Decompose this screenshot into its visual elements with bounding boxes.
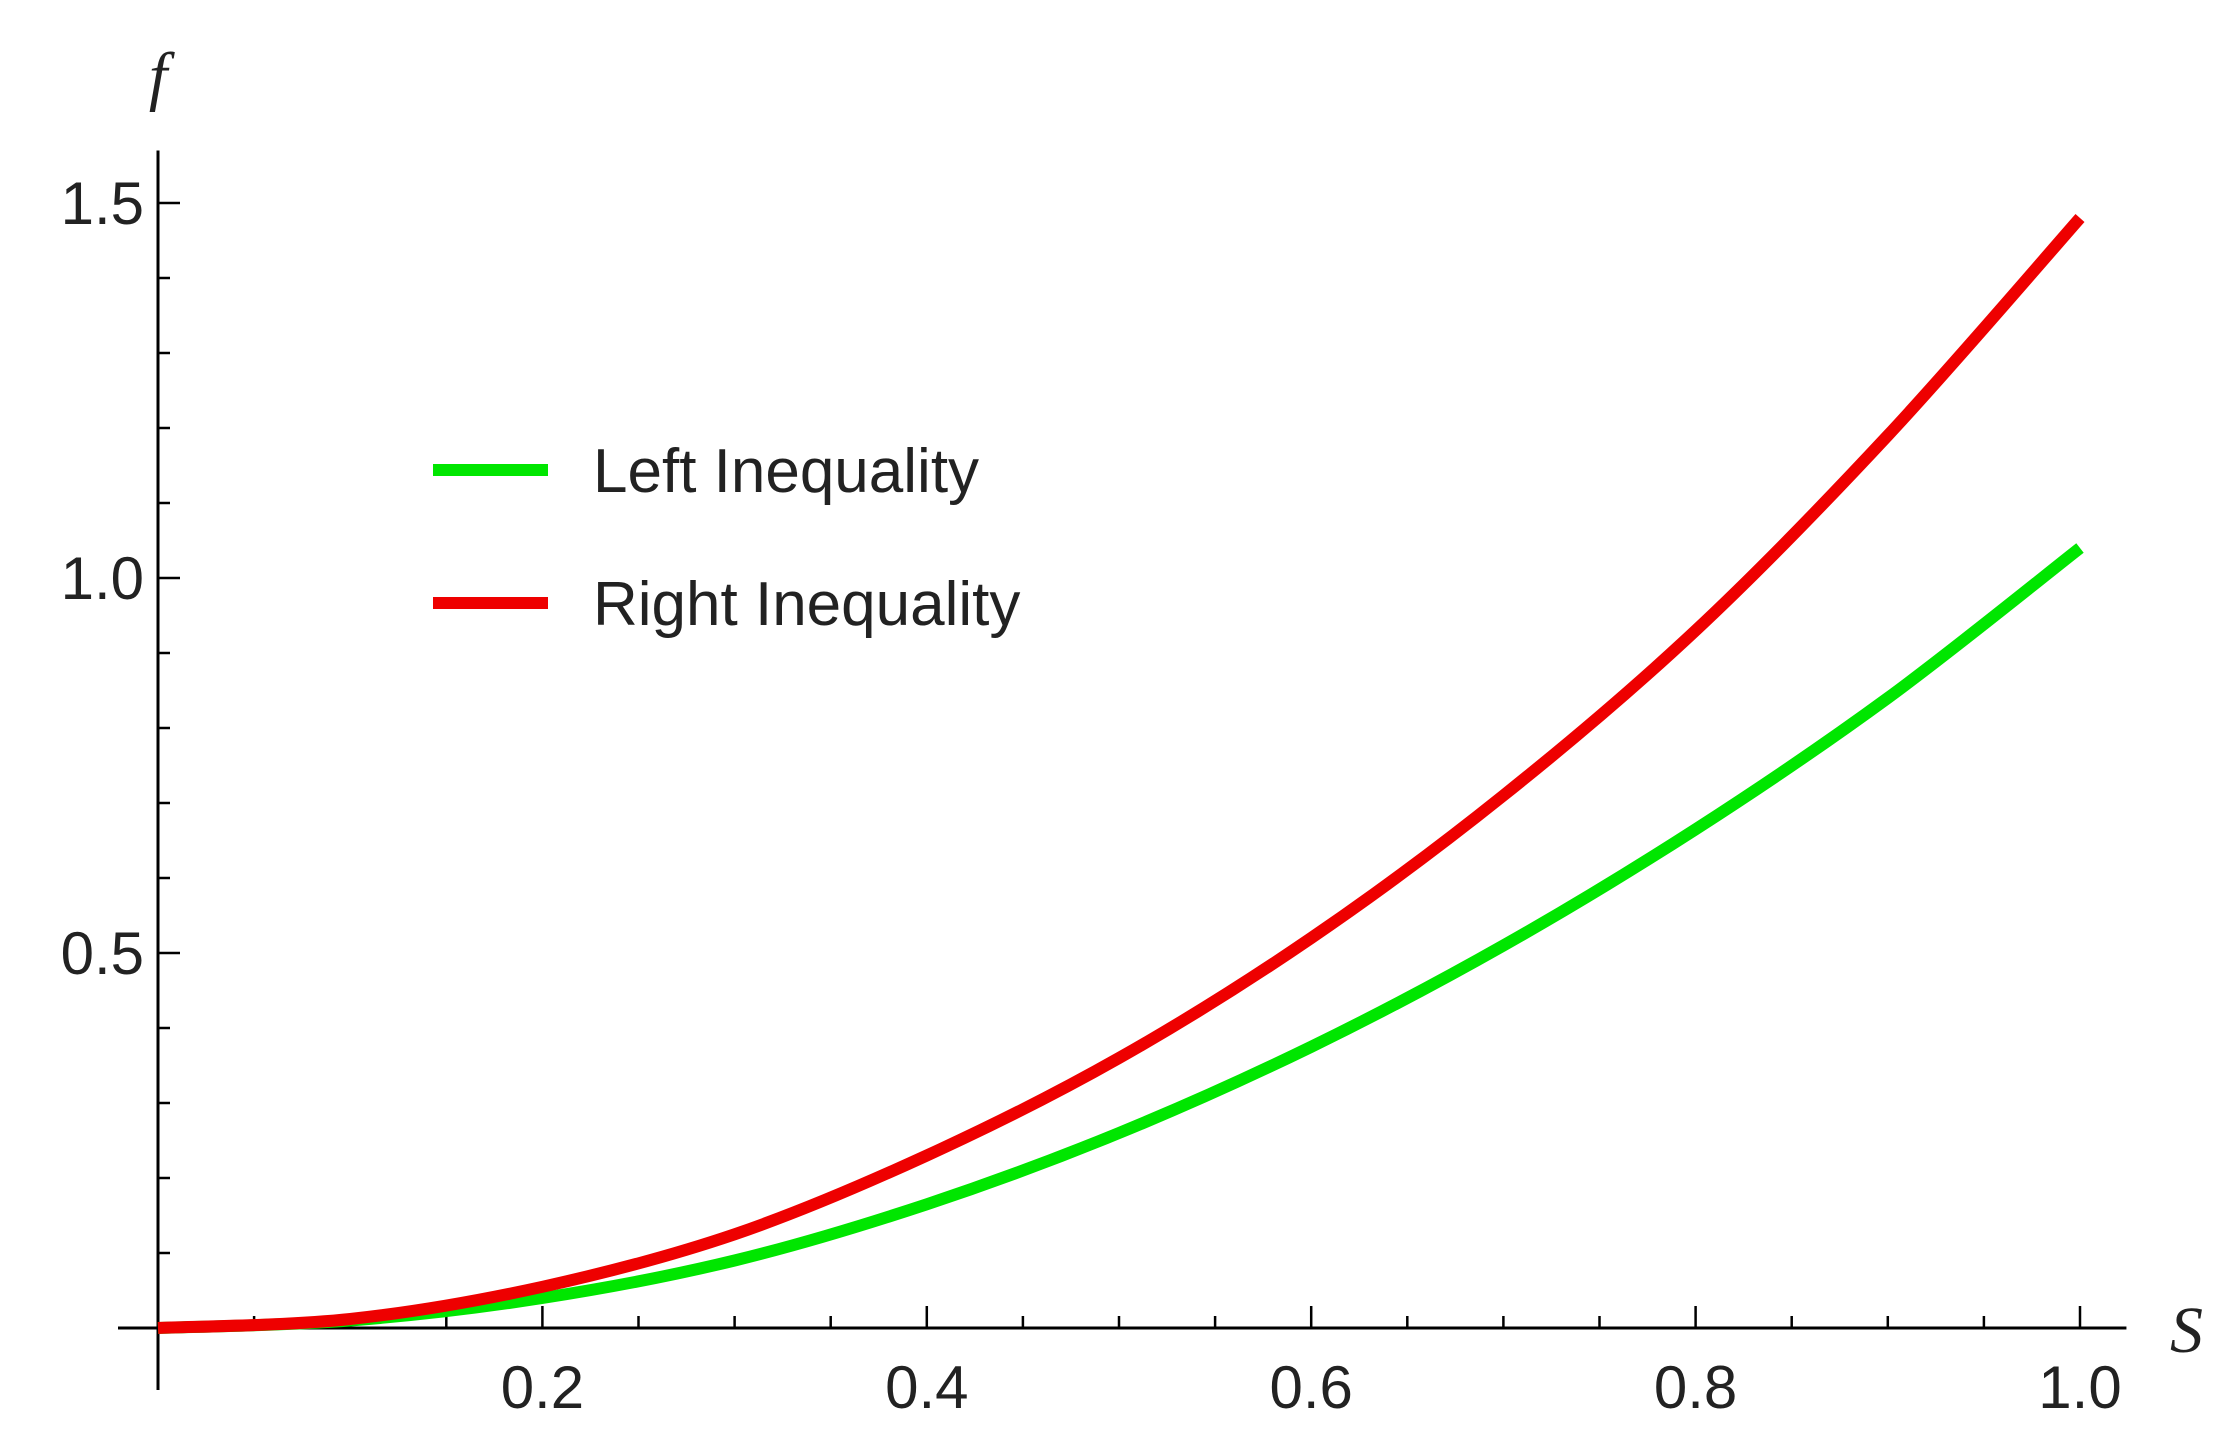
legend: Left Inequality Right Inequality (433, 437, 1020, 639)
legend-item-left-inequality: Left Inequality (433, 437, 979, 506)
x-tick-label: 0.8 (1654, 1354, 1737, 1421)
x-tick-label: 0.4 (885, 1354, 968, 1421)
axes: 0.2 0.4 0.6 0.8 1.0 0.5 1.0 1.5 S f (61, 40, 2203, 1421)
y-ticks: 0.5 1.0 1.5 (61, 170, 180, 1255)
legend-label-left-inequality: Left Inequality (593, 437, 979, 506)
x-tick-label: 1.0 (2038, 1354, 2121, 1421)
y-tick-label: 1.0 (61, 545, 144, 612)
legend-label-right-inequality: Right Inequality (593, 570, 1020, 639)
legend-item-right-inequality: Right Inequality (433, 570, 1020, 639)
series-line-right-inequality (157, 214, 2085, 1334)
series-line-left-inequality (157, 543, 2084, 1334)
x-tick-label: 0.6 (1269, 1354, 1352, 1421)
x-tick-label: 0.2 (501, 1354, 584, 1421)
x-ticks: 0.2 0.4 0.6 0.8 1.0 (252, 1306, 2122, 1421)
series-layer (157, 214, 2085, 1334)
y-axis-title: f (149, 40, 175, 113)
y-tick-label: 1.5 (61, 170, 144, 237)
x-axis-title: S (2170, 1294, 2203, 1367)
y-tick-label: 0.5 (61, 920, 144, 987)
